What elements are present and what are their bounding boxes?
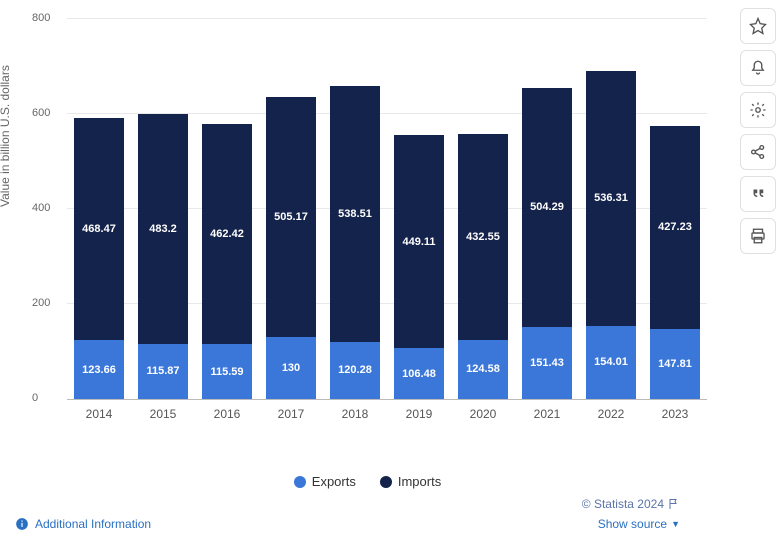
- x-tick-label: 2021: [517, 407, 577, 421]
- additional-info-label: Additional Information: [35, 517, 151, 531]
- chart-area: Value in billion U.S. dollars 0 200 400 600…: [0, 0, 735, 537]
- bar-segment-imports[interactable]: 427.23: [650, 126, 700, 329]
- y-tick-label: 200: [32, 297, 50, 309]
- bar-segment-imports[interactable]: 462.42: [202, 124, 252, 344]
- bar-stack: 115.87483.2: [138, 114, 188, 399]
- x-tick-label: 2016: [197, 407, 257, 421]
- bell-icon: [749, 59, 767, 77]
- x-tick-label: 2014: [69, 407, 129, 421]
- gear-icon: [749, 101, 767, 119]
- x-tick-label: 2022: [581, 407, 641, 421]
- legend-dot: [294, 476, 306, 488]
- legend-label: Exports: [312, 474, 356, 489]
- x-tick-label: 2018: [325, 407, 385, 421]
- bar-segment-exports[interactable]: 106.48: [394, 348, 444, 399]
- y-tick-label: 600: [32, 107, 50, 119]
- bar-segment-imports[interactable]: 483.2: [138, 114, 188, 344]
- legend-item[interactable]: Exports: [294, 474, 356, 489]
- copyright-text: © Statista 2024: [582, 497, 664, 511]
- additional-information-link[interactable]: Additional Information: [15, 517, 151, 531]
- y-axis-label: Value in billion U.S. dollars: [0, 65, 12, 207]
- bar-group: 130505.172017: [266, 97, 316, 399]
- print-icon: [749, 227, 767, 245]
- bar-segment-exports[interactable]: 154.01: [586, 326, 636, 399]
- x-tick-label: 2020: [453, 407, 513, 421]
- bar-group: 106.48449.112019: [394, 135, 444, 399]
- bar-segment-imports[interactable]: 449.11: [394, 135, 444, 348]
- footer: Additional Information © Statista 2024 S…: [15, 497, 680, 531]
- chevron-down-icon: ▼: [671, 519, 680, 529]
- show-source-link[interactable]: Show source ▼: [582, 517, 680, 531]
- bars-container: 123.66468.472014 115.87483.22015 115.59462…: [67, 20, 707, 399]
- bar-stack: 147.81427.23: [650, 126, 700, 399]
- bar-group: 115.87483.22015: [138, 114, 188, 399]
- bar-group: 115.59462.422016: [202, 124, 252, 399]
- bar-segment-imports[interactable]: 432.55: [458, 134, 508, 339]
- bar-segment-imports[interactable]: 536.31: [586, 71, 636, 326]
- side-toolbar: [735, 0, 780, 537]
- footer-right: © Statista 2024 Show source ▼: [582, 497, 680, 531]
- gridline: 800: [67, 18, 707, 19]
- bar-segment-exports[interactable]: 123.66: [74, 340, 124, 399]
- bar-segment-imports[interactable]: 505.17: [266, 97, 316, 337]
- chart-wrapper: Value in billion U.S. dollars 0200400600…: [25, 10, 725, 450]
- bar-group: 120.28538.512018: [330, 86, 380, 399]
- legend: Exports Imports: [0, 474, 735, 489]
- bar-segment-exports[interactable]: 124.58: [458, 340, 508, 399]
- bar-segment-exports[interactable]: 147.81: [650, 329, 700, 399]
- bar-segment-exports[interactable]: 130: [266, 337, 316, 399]
- notify-button[interactable]: [740, 50, 776, 86]
- bar-stack: 120.28538.51: [330, 86, 380, 399]
- bar-group: 154.01536.312022: [586, 71, 636, 399]
- bar-segment-exports[interactable]: 120.28: [330, 342, 380, 399]
- copyright: © Statista 2024: [582, 497, 680, 511]
- bar-stack: 123.66468.47: [74, 118, 124, 399]
- bar-stack: 106.48449.11: [394, 135, 444, 399]
- bar-stack: 124.58432.55: [458, 134, 508, 399]
- settings-button[interactable]: [740, 92, 776, 128]
- bar-segment-exports[interactable]: 151.43: [522, 327, 572, 399]
- bar-segment-exports[interactable]: 115.87: [138, 344, 188, 399]
- y-tick-label: 400: [32, 202, 50, 214]
- bar-stack: 130505.17: [266, 97, 316, 399]
- bar-segment-imports[interactable]: 468.47: [74, 118, 124, 341]
- bar-stack: 151.43504.29: [522, 88, 572, 399]
- bar-stack: 115.59462.42: [202, 124, 252, 399]
- cite-button[interactable]: [740, 176, 776, 212]
- bar-group: 123.66468.472014: [74, 118, 124, 399]
- x-tick-label: 2017: [261, 407, 321, 421]
- legend-item[interactable]: Imports: [380, 474, 441, 489]
- y-tick-label: 0: [32, 392, 38, 404]
- plot-area: 0200400600800123.66468.472014115.87483.2…: [67, 20, 707, 400]
- x-tick-label: 2019: [389, 407, 449, 421]
- share-icon: [749, 143, 767, 161]
- legend-label: Imports: [398, 474, 441, 489]
- flag-icon: [668, 498, 680, 510]
- quote-icon: [749, 185, 767, 203]
- info-icon: [15, 517, 29, 531]
- bar-stack: 154.01536.31: [586, 71, 636, 399]
- share-button[interactable]: [740, 134, 776, 170]
- bar-segment-imports[interactable]: 538.51: [330, 86, 380, 342]
- legend-dot: [380, 476, 392, 488]
- bar-segment-exports[interactable]: 115.59: [202, 344, 252, 399]
- show-source-label: Show source: [598, 517, 667, 531]
- bar-group: 151.43504.292021: [522, 88, 572, 399]
- favorite-button[interactable]: [740, 8, 776, 44]
- bar-segment-imports[interactable]: 504.29: [522, 88, 572, 328]
- bar-group: 147.81427.232023: [650, 126, 700, 399]
- bar-group: 124.58432.552020: [458, 134, 508, 399]
- x-tick-label: 2023: [645, 407, 705, 421]
- print-button[interactable]: [740, 218, 776, 254]
- x-tick-label: 2015: [133, 407, 193, 421]
- y-tick-label: 800: [32, 12, 50, 24]
- star-icon: [749, 17, 767, 35]
